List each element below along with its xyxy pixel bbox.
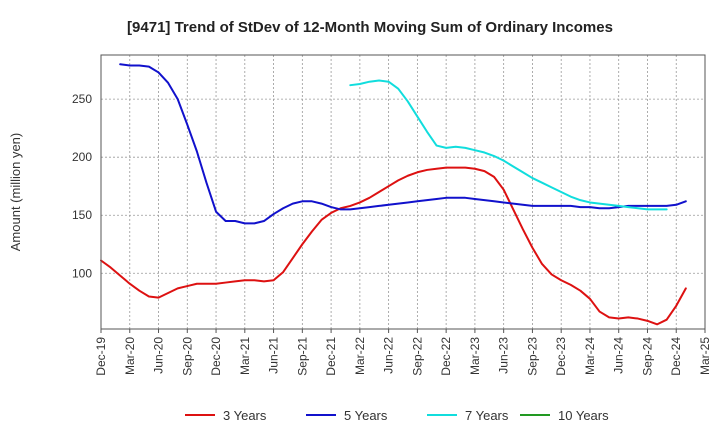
x-tick-label: Mar-23 xyxy=(468,337,482,375)
chart-title: [9471] Trend of StDev of 12-Month Moving… xyxy=(127,19,613,36)
y-tick-labels: 100 150 200 250 xyxy=(72,92,92,280)
x-tick-label: Dec-22 xyxy=(439,337,453,376)
x-tick-label: Jun-24 xyxy=(612,337,626,374)
x-tick-label: Dec-19 xyxy=(94,337,108,376)
x-tick-label: Sep-20 xyxy=(180,337,194,376)
series-lines xyxy=(100,63,687,326)
legend-item: 10 Years xyxy=(520,408,609,423)
x-tick-label: Sep-24 xyxy=(640,337,654,376)
x-tick-label: Mar-22 xyxy=(353,337,367,375)
x-tick-label: Mar-21 xyxy=(238,337,252,375)
x-tick-label: Mar-24 xyxy=(583,337,597,375)
series-line-3-years xyxy=(100,166,687,326)
y-tick-label: 150 xyxy=(72,208,92,222)
y-tick-label: 250 xyxy=(72,92,92,106)
x-tick-label: Dec-21 xyxy=(324,337,338,376)
x-tick-label: Sep-22 xyxy=(410,337,424,376)
legend-item: 3 Years xyxy=(185,408,267,423)
y-axis-label: Amount (million yen) xyxy=(8,133,23,252)
x-tick-label: Jun-23 xyxy=(497,337,511,374)
x-tick-label: Jun-22 xyxy=(382,337,396,374)
legend: 3 Years 5 Years 7 Years 10 Years xyxy=(185,408,609,423)
x-tick-labels: Dec-19 Mar-20 Jun-20 Sep-20 Dec-20 Mar-21 Jun-… xyxy=(94,329,712,376)
x-tick-label: Mar-25 xyxy=(698,337,712,375)
x-tick-label: Dec-23 xyxy=(554,337,568,376)
x-tick-label: Dec-24 xyxy=(669,337,683,376)
x-tick-label: Mar-20 xyxy=(123,337,137,375)
y-tick-label: 200 xyxy=(72,150,92,164)
legend-label: 10 Years xyxy=(558,408,609,423)
legend-label: 5 Years xyxy=(344,408,388,423)
plot-frame xyxy=(100,54,706,330)
x-tick-label: Dec-20 xyxy=(209,337,223,376)
x-tick-label: Sep-23 xyxy=(525,337,539,376)
x-tick-label: Jun-20 xyxy=(152,337,166,374)
series-line-5-years xyxy=(119,63,687,225)
legend-label: 7 Years xyxy=(465,408,509,423)
series-line-7-years xyxy=(349,79,668,211)
x-tick-label: Jun-21 xyxy=(267,337,281,374)
x-tick-label: Sep-21 xyxy=(295,337,309,376)
legend-item: 7 Years xyxy=(427,408,509,423)
grid-lines xyxy=(101,55,705,329)
legend-label: 3 Years xyxy=(223,408,267,423)
legend-item: 5 Years xyxy=(306,408,388,423)
y-tick-label: 100 xyxy=(72,266,92,280)
